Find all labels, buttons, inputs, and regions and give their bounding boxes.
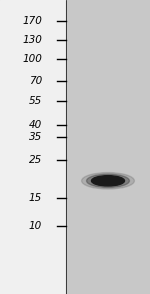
Bar (66, 0, 150, 294)
Text: 170: 170 (22, 16, 42, 26)
Ellipse shape (87, 174, 129, 188)
Text: 130: 130 (22, 35, 42, 45)
Ellipse shape (82, 173, 134, 189)
Text: 70: 70 (29, 76, 42, 86)
Ellipse shape (92, 176, 124, 186)
Bar (0, 0, 66, 294)
Text: 100: 100 (22, 54, 42, 64)
Text: 35: 35 (29, 132, 42, 142)
Text: 25: 25 (29, 155, 42, 165)
Text: 40: 40 (29, 120, 42, 130)
Text: 15: 15 (29, 193, 42, 203)
Text: 55: 55 (29, 96, 42, 106)
Text: 10: 10 (29, 221, 42, 231)
